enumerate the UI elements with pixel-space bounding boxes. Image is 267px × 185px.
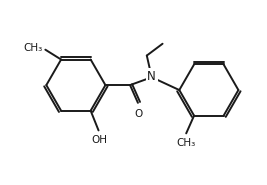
Text: N: N [147, 70, 156, 83]
Text: CH₃: CH₃ [23, 43, 42, 53]
Text: O: O [135, 109, 143, 119]
Text: CH₃: CH₃ [176, 138, 196, 148]
Text: OH: OH [92, 135, 108, 145]
